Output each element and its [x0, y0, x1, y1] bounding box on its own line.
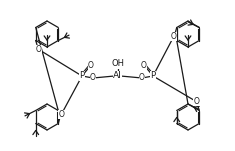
Text: O: O — [88, 61, 94, 69]
Text: P: P — [150, 72, 156, 80]
Text: O: O — [58, 110, 64, 119]
Text: O: O — [141, 61, 147, 69]
Text: O: O — [90, 74, 96, 82]
Text: OH: OH — [111, 59, 124, 69]
Text: Al: Al — [113, 72, 122, 80]
Text: P: P — [79, 72, 85, 80]
Text: O: O — [139, 74, 145, 82]
Text: O: O — [193, 97, 199, 106]
Text: O: O — [171, 32, 177, 41]
Text: O: O — [36, 45, 42, 54]
